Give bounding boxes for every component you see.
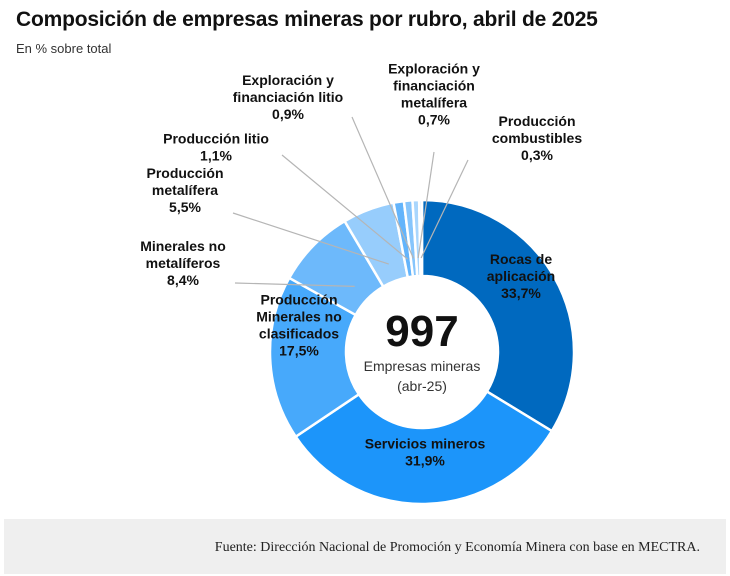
slice-percent: 0,9%: [272, 106, 304, 122]
slice-name-line: Producción: [498, 113, 575, 129]
slice-name-line: financiación litio: [233, 89, 343, 105]
slice-name-line: Producción litio: [163, 131, 269, 147]
slice-producci-n-minerales-no-clasificados: [268, 276, 361, 439]
slice-rocas-de-aplicaci-n: [420, 198, 576, 433]
slice-percent: 0,7%: [418, 112, 450, 128]
slice-name-line: combustibles: [492, 130, 582, 146]
center-sublabel: (abr-25): [397, 378, 447, 394]
leader-lines-group: [232, 116, 469, 287]
slice-percent: 5,5%: [169, 199, 201, 215]
slice-labels-group: Rocas de aplicación 33,7% Servicios mineros…: [140, 61, 582, 469]
slice-name-line: Minerales no: [256, 309, 342, 325]
slice-label: Exploración y financiación metalífera 0,7%: [388, 61, 480, 128]
center-label: Empresas mineras: [364, 358, 481, 374]
leader-line: [417, 151, 435, 259]
slice-name-line: clasificados: [259, 326, 339, 342]
source-note: Fuente: Dirección Nacional de Promoción …: [214, 540, 700, 555]
slice-percent: 17,5%: [279, 343, 319, 359]
leader-line: [281, 154, 408, 260]
leader-line: [232, 212, 389, 265]
slice-label: Producción metalífera 5,5%: [146, 165, 223, 215]
slice-servicios-mineros: [294, 389, 554, 506]
slice-label: Exploración y financiación litio 0,9%: [233, 72, 343, 122]
slice-name-line: metalíferos: [146, 255, 221, 271]
chart-subtitle: En % sobre total: [16, 41, 112, 56]
slice-name-line: aplicación: [487, 268, 555, 284]
slice-label: Producción combustibles 0,3%: [492, 113, 582, 163]
slice-label: Servicios mineros 31,9%: [365, 436, 486, 469]
slice-name-line: Exploración y: [388, 61, 480, 77]
footer-bar: Fuente: Dirección Nacional de Promoción …: [4, 519, 726, 574]
slices-group: [268, 198, 576, 506]
slice-label: Minerales no metalíferos 8,4%: [140, 238, 226, 288]
slice-percent: 8,4%: [167, 272, 199, 288]
slice-name-line: Servicios mineros: [365, 436, 486, 452]
slice-name-line: metalífera: [401, 95, 467, 111]
slice-name-line: Rocas de: [490, 251, 552, 267]
center-total: 997: [385, 307, 458, 356]
slice-name-line: metalífera: [152, 182, 218, 198]
slice-name-line: Producción: [146, 165, 223, 181]
slice-name-line: financiación: [393, 78, 475, 94]
chart-title: Composición de empresas mineras por rubr…: [16, 8, 598, 31]
donut-chart: Rocas de aplicación 33,7% Servicios mineros…: [140, 61, 582, 506]
slice-label: Producción Minerales no clasificados 17,5%: [256, 292, 342, 359]
slice-percent: 0,3%: [521, 147, 553, 163]
slice-percent: 31,9%: [405, 453, 445, 469]
leader-line: [420, 159, 469, 259]
slice-name-line: Exploración y: [242, 72, 334, 88]
slice-name-line: Producción: [260, 292, 337, 308]
leader-line: [351, 116, 414, 259]
slice-percent: 1,1%: [200, 148, 232, 164]
slice-label: Rocas de aplicación 33,7%: [487, 251, 555, 301]
slice-label: Producción litio 1,1%: [163, 131, 269, 164]
leader-line: [234, 282, 355, 287]
slice-percent: 33,7%: [501, 285, 541, 301]
slice-name-line: Minerales no: [140, 238, 226, 254]
